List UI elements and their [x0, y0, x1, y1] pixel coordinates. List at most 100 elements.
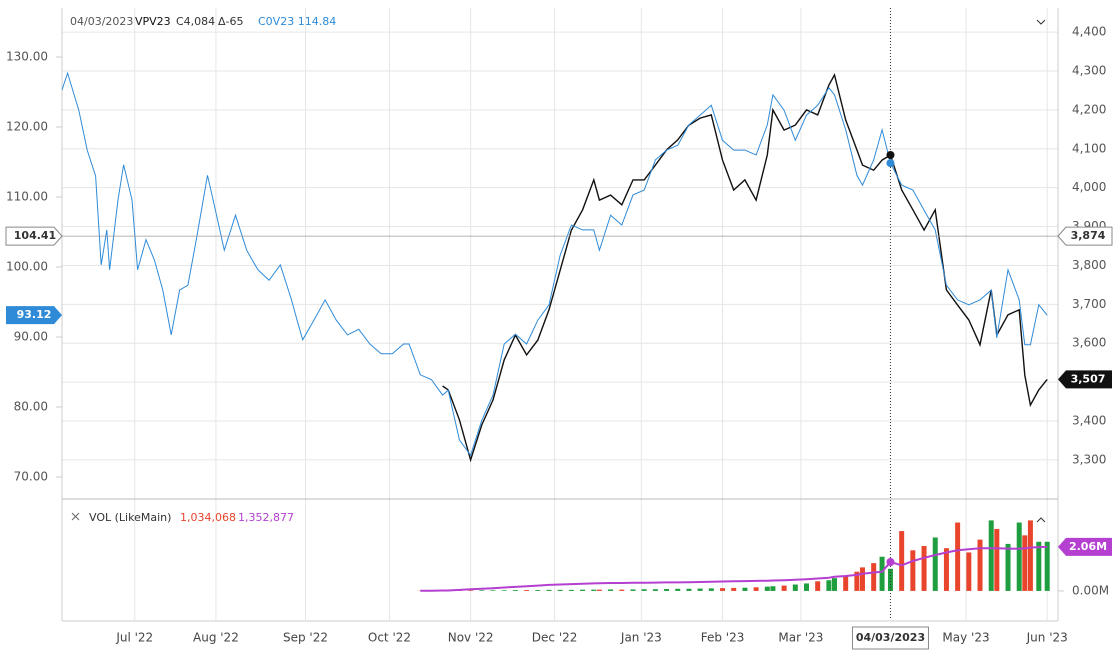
y-tick-label: 70.00	[14, 470, 48, 484]
y-tick-label: 80.00	[14, 400, 48, 414]
x-tick-label: Sep '22	[283, 631, 328, 645]
y2-tick-label: 3,600	[1072, 336, 1106, 350]
x-tick-label: Jul '22	[115, 631, 153, 645]
x-tick-label: Nov '22	[448, 631, 494, 645]
volume-bar	[524, 590, 530, 591]
volume-bar	[546, 589, 552, 591]
volume-bar	[591, 589, 597, 591]
volume-bar	[843, 575, 849, 591]
volume-bar	[1022, 535, 1028, 591]
header-compare: C0V23 114.84	[258, 15, 336, 28]
volume-bar	[854, 571, 860, 591]
volume-bar	[468, 590, 474, 591]
volume-bar	[815, 581, 821, 591]
volume-bar	[1027, 520, 1033, 591]
volume-bar	[899, 531, 905, 591]
volume-bar	[675, 588, 681, 591]
grid	[62, 8, 1058, 620]
header-close: C4,084	[176, 15, 215, 28]
crosshair-y2-tag	[1057, 226, 1113, 246]
y-tick-label: 110.00	[6, 190, 48, 204]
last-value-label: 3,507	[1071, 372, 1106, 385]
volume-bar	[557, 589, 563, 591]
y-tick-label: 100.00	[6, 260, 48, 274]
volume-bar	[512, 590, 518, 591]
volume-bar	[781, 585, 787, 591]
hover-dot	[886, 558, 895, 567]
volume-bar	[753, 587, 759, 591]
y2-tick-label: 3,700	[1072, 297, 1106, 311]
y2-tick-label: 4,000	[1072, 180, 1106, 194]
volume-bar	[1005, 543, 1011, 591]
x-tick-label: Dec '22	[532, 631, 578, 645]
volume-bar	[921, 546, 927, 591]
header-symbol: VPV23	[135, 15, 171, 28]
volume-ma-line	[420, 545, 1048, 592]
volume-bar	[641, 589, 647, 591]
volume-bar	[803, 583, 809, 591]
y2-tick-label: 3,800	[1072, 258, 1106, 272]
x-tick-label: Aug '22	[193, 631, 239, 645]
volume-bar	[943, 548, 949, 591]
header-change: Δ-65	[218, 15, 244, 28]
volume-bar	[596, 589, 602, 591]
volume-bar	[686, 588, 692, 591]
crosshair-y-label: 104.41	[14, 229, 56, 242]
volume-bar	[1016, 522, 1022, 591]
last-value-label: 2.06M	[1069, 540, 1107, 553]
last-value-label: 93.12	[17, 308, 52, 321]
price-line	[442, 73, 1048, 463]
volume-bar	[652, 589, 658, 591]
y-tick-label: 130.00	[6, 50, 48, 64]
volume-bar	[490, 590, 496, 591]
y-tick-label: 90.00	[14, 330, 48, 344]
volume-title: VOL (LikeMain)	[89, 511, 171, 524]
y2-tick-label: 3,400	[1072, 414, 1106, 428]
volume-bar	[977, 539, 983, 591]
volume-bar	[720, 588, 726, 591]
volume-tick-label: 0.00M	[1072, 583, 1109, 597]
x-tick-label: May '23	[942, 631, 989, 645]
volume-bar	[859, 567, 865, 591]
y2-tick-label: 3,300	[1072, 452, 1106, 466]
volume-bar	[697, 588, 703, 591]
volume-bar	[879, 556, 885, 591]
y2-tick-label: 4,100	[1072, 141, 1106, 155]
volume-value: 1,034,068	[180, 511, 236, 524]
volume-bar	[764, 586, 770, 591]
last-value-tag	[1058, 537, 1112, 556]
collapse-button[interactable]	[1036, 19, 1046, 25]
volume-bar	[871, 563, 877, 591]
volume-bar	[630, 589, 636, 591]
expand-button[interactable]	[1036, 517, 1046, 523]
volume-bar	[619, 589, 625, 591]
close-volume[interactable]	[71, 512, 80, 521]
volume-bar	[664, 589, 670, 591]
volume-bar	[535, 590, 541, 591]
volume-bar	[955, 522, 961, 591]
volume-bar	[910, 550, 916, 591]
volume-bar	[770, 586, 776, 591]
volume-bar	[708, 588, 714, 591]
x-tick-label: Jun '23	[1026, 631, 1068, 645]
y2-tick-label: 4,400	[1072, 25, 1106, 39]
price-line	[61, 71, 1048, 457]
volume-bar	[792, 584, 798, 591]
x-tick-label: Feb '23	[701, 631, 745, 645]
crosshair-y2-label: 3,874	[1071, 229, 1106, 242]
volume-bar	[932, 537, 938, 591]
volume-bar	[742, 587, 748, 591]
volume-bar	[887, 568, 893, 591]
hover-dot	[886, 151, 895, 159]
x-tick-label: Jan '23	[620, 631, 662, 645]
x-tick-label: Oct '22	[368, 631, 411, 645]
last-value-tag	[1058, 370, 1112, 389]
volume-bar	[568, 589, 574, 591]
volume-bar	[479, 590, 485, 591]
volume-bar	[501, 590, 507, 591]
x-tick-label: Mar '23	[778, 631, 823, 645]
volume-bar	[580, 589, 586, 591]
volume-bar	[826, 580, 832, 591]
